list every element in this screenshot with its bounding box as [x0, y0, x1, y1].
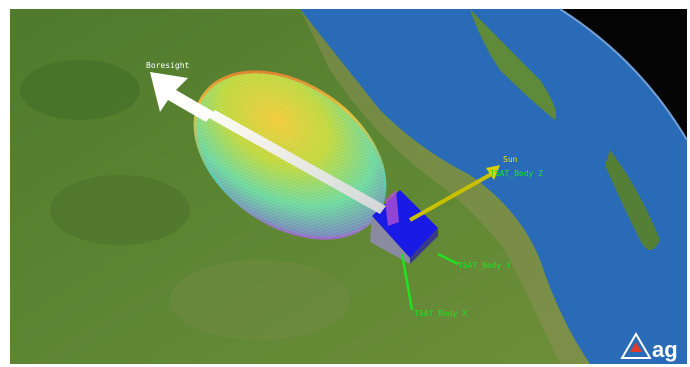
terrain-patch: [50, 175, 190, 245]
boresight-vector: [150, 72, 386, 214]
body-z-label: TSAT_Body Z: [490, 169, 543, 178]
agi-logo-text: ag: [652, 337, 678, 362]
satellite-body[interactable]: [370, 190, 438, 264]
body-axes: [400, 252, 459, 311]
body-y-label: TSAT_Body Y: [458, 261, 511, 270]
island: [605, 150, 660, 250]
agi-logo: ag: [620, 332, 678, 362]
terrain-patch: [170, 260, 350, 340]
earth-limb: [559, 8, 688, 141]
terrain-patch: [20, 60, 140, 120]
body-x-axis: [400, 253, 414, 311]
sun-label: Sun: [503, 155, 518, 164]
body-y-axis: [437, 252, 459, 266]
agi-logo-icon: [620, 332, 652, 359]
body-x-label: TSAT_Body X: [414, 309, 467, 318]
coastline: [300, 9, 590, 364]
boresight-label: Boresight: [146, 61, 190, 70]
peninsula: [470, 9, 556, 120]
sun-vector: [409, 165, 500, 222]
